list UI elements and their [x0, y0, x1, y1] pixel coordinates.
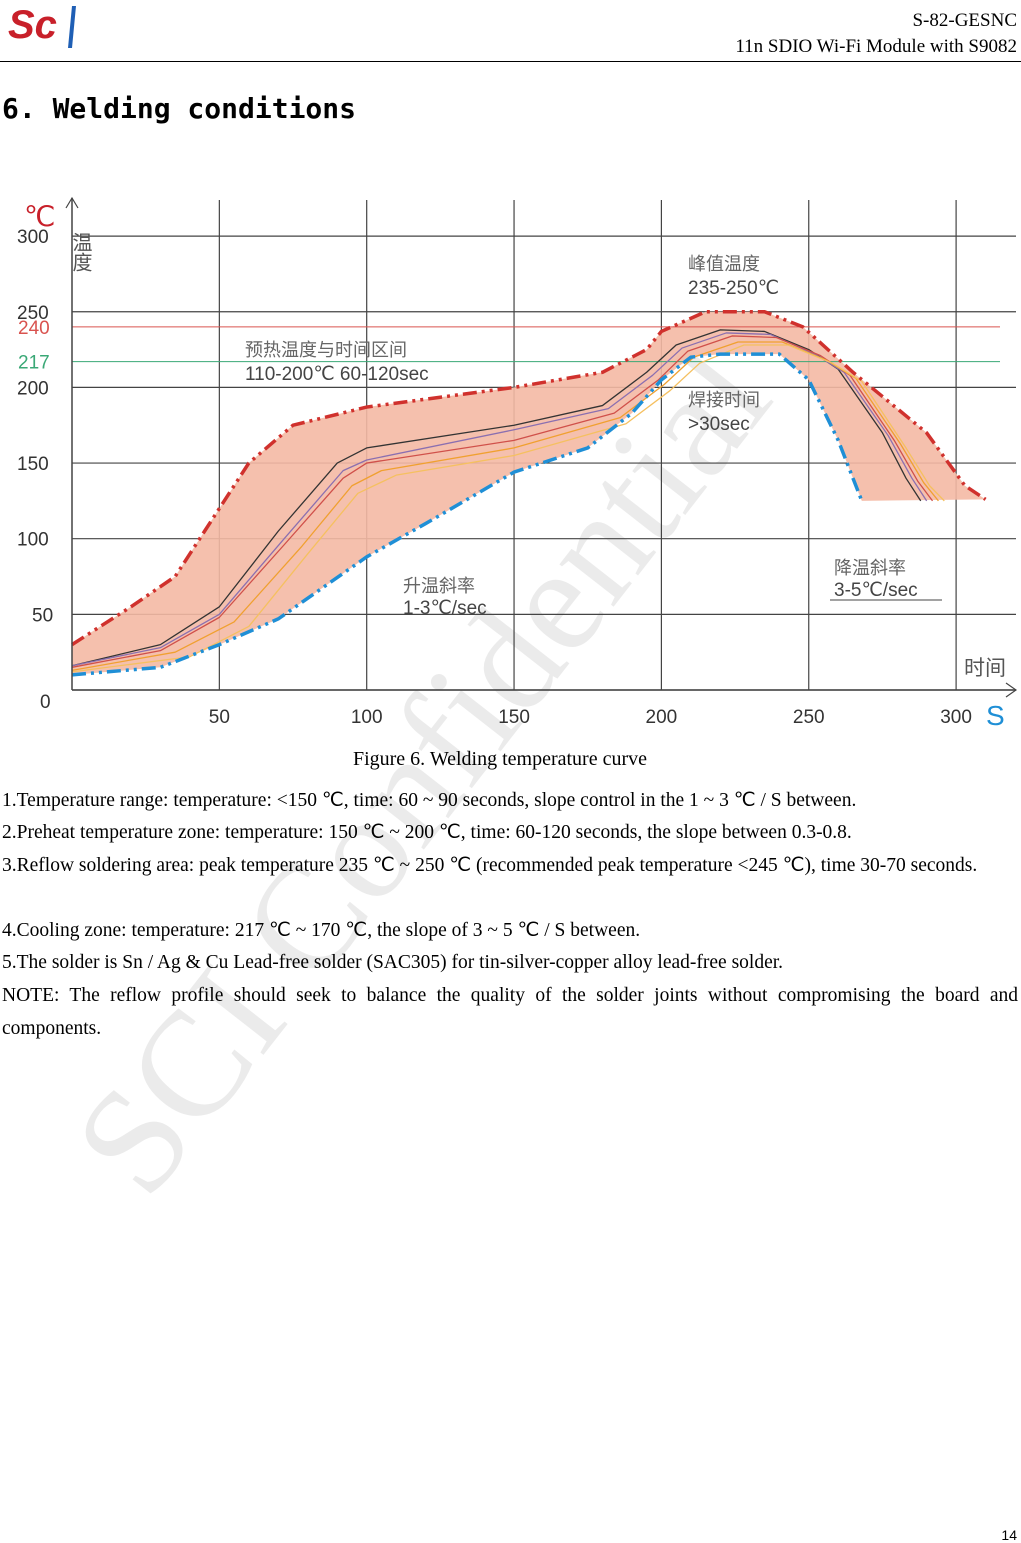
profile-line-1	[71, 329, 922, 667]
x-tick-label-150: 150	[498, 707, 530, 728]
x-tick-label-200: 200	[646, 707, 678, 728]
paragraph-5: 5.The solder is Sn / Ag & Cu Lead-free s…	[2, 952, 784, 973]
svg-text:Sc: Sc	[8, 3, 57, 47]
upper-limit-line	[71, 310, 987, 647]
x-tick-label-250: 250	[793, 707, 825, 728]
profile-line-3	[71, 335, 934, 668]
y-tick-label-300: 300	[17, 227, 49, 248]
bounds	[71, 310, 987, 677]
x-axis-label: 时间	[964, 657, 1006, 680]
axes	[65, 196, 1018, 698]
x-tick-label-100: 100	[351, 707, 383, 728]
y-tick-label-217: 217	[18, 353, 50, 374]
x-tick-label-50: 50	[209, 707, 230, 728]
labels: 240 217 0 50 100 150 200 250 300 50 100 150 200 250 30…	[17, 201, 1006, 731]
annotation-title-1: 预热温度与时间区间	[245, 340, 407, 360]
profile-line-5	[71, 344, 945, 673]
y-tick-label-0: 0	[40, 692, 51, 713]
tolerance-band	[72, 311, 986, 675]
profile-line-2	[71, 332, 928, 667]
reflow-chart: 240 217 0 50 100 150 200 250 300 50 100 150 200 250 30…	[17, 196, 1018, 731]
y-tick-label-100: 100	[17, 530, 49, 551]
y-tick-label-50: 50	[32, 605, 53, 626]
paragraph-3: 3.Reflow soldering area: peak temperatur…	[2, 855, 978, 876]
y-tick-label-250: 250	[17, 303, 49, 324]
x-tick-label-300: 300	[940, 707, 972, 728]
figure-caption: Figure 6. Welding temperature curve	[352, 748, 648, 770]
y-axis-label: 温度	[69, 232, 92, 272]
paragraph-2: 2.Preheat temperature zone: temperature:…	[2, 822, 852, 843]
header-divider	[0, 61, 1021, 62]
annotation-title-2: 峰值温度	[688, 254, 760, 274]
note-paragraph: NOTE: The reflow profile should seek to …	[2, 985, 1018, 1039]
series	[71, 329, 945, 673]
x-axis-arrow-icon	[1005, 682, 1018, 698]
annotation-text-2: 235-250℃	[688, 278, 779, 299]
y-tick-label-240: 240	[18, 318, 50, 339]
y-tick-label-200: 200	[17, 378, 49, 399]
paragraph-4: 4.Cooling zone: temperature: 217 ℃ ~ 170…	[2, 920, 641, 941]
page-number: 14	[1001, 1527, 1017, 1543]
lower-limit-line	[71, 352, 864, 677]
paragraph-1: 1.Temperature range: temperature: <150 ℃…	[2, 790, 857, 811]
annotation-text-1: 110-200℃ 60-120sec	[245, 364, 429, 385]
x-unit-label: S	[986, 700, 1005, 731]
annotation-text-5: 3-5℃/sec	[834, 580, 918, 601]
annotation-title-4: 升温斜率	[403, 576, 475, 596]
header-product: 11n SDIO Wi-Fi Module with S9082	[735, 36, 1017, 57]
annotation-text-3: >30sec	[688, 414, 750, 435]
annotation-text-4: 1-3℃/sec	[403, 598, 487, 619]
y-axis-arrow-icon	[65, 196, 79, 209]
band	[72, 311, 986, 675]
y-unit-label: ℃	[24, 201, 55, 232]
section-title: 6. Welding conditions	[2, 92, 357, 125]
profile-line-4	[71, 341, 939, 671]
annotation-title-5: 降温斜率	[834, 558, 906, 578]
header-doc-id: S-82-GESNC	[912, 10, 1017, 31]
annotation-title-3: 焊接时间	[688, 390, 760, 410]
reference-lines	[72, 326, 1000, 363]
y-tick-label-150: 150	[17, 454, 49, 475]
sci-logo: Sc	[8, 3, 76, 48]
